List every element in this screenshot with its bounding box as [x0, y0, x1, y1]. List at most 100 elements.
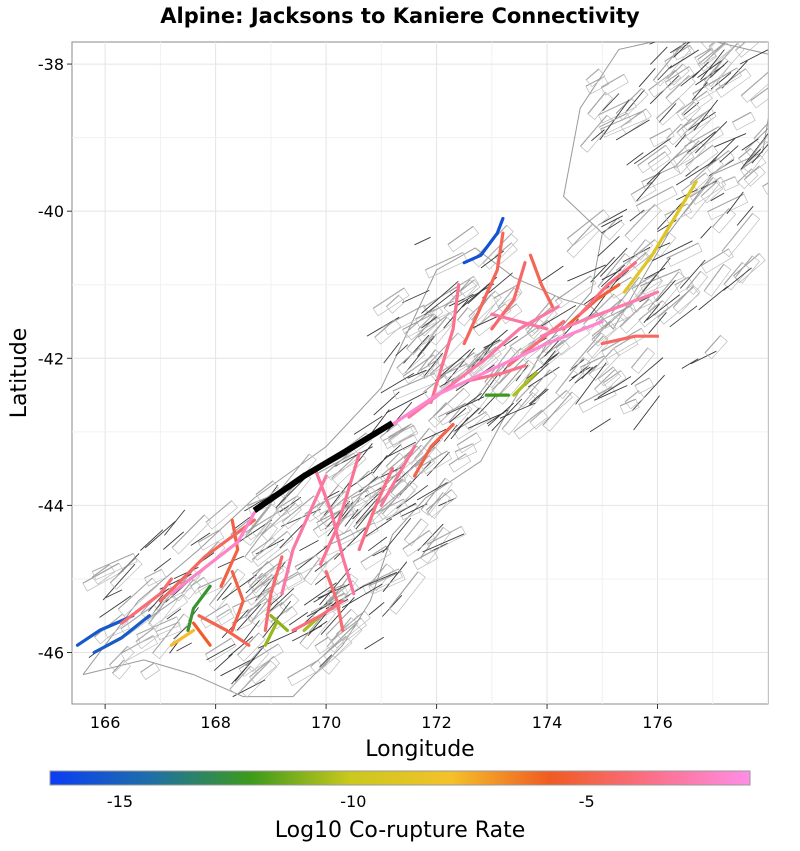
background-fault-trace — [602, 93, 620, 112]
background-fault-trace — [679, 259, 706, 289]
background-fault-dip-box — [733, 253, 766, 284]
background-fault-trace — [404, 334, 437, 374]
background-fault-dip-box — [190, 576, 210, 595]
background-fault-dip-box — [171, 514, 212, 555]
background-fault-trace — [382, 594, 403, 617]
background-fault-dip-box — [419, 526, 451, 564]
ruptured-section — [280, 474, 328, 596]
ruptured-section — [197, 614, 251, 647]
x-tick-label: 166 — [90, 713, 121, 732]
background-fault-dip-box — [240, 660, 278, 698]
background-fault-dip-box — [279, 593, 300, 613]
background-fault-dip-box — [740, 71, 768, 103]
background-fault-dip-box — [675, 90, 713, 121]
colorbar — [49, 770, 751, 786]
ruptured-section — [169, 628, 196, 647]
background-fault-trace — [726, 191, 744, 214]
background-fault-trace — [383, 342, 401, 364]
background-fault-dip-box — [299, 607, 336, 650]
background-fault-trace — [364, 636, 384, 650]
background-fault-dip-box — [647, 271, 687, 316]
background-fault-trace — [386, 391, 428, 414]
background-fault-dip-box — [443, 279, 478, 315]
background-fault-dip-box — [702, 57, 732, 92]
background-fault-dip-box — [465, 346, 502, 378]
background-fault-dip-box — [251, 530, 294, 567]
background-fault-dip-box — [382, 425, 419, 450]
background-fault-trace — [615, 269, 630, 283]
background-fault-dip-box — [361, 568, 403, 595]
background-fault-dip-box — [542, 391, 580, 432]
background-fault-trace — [594, 385, 628, 401]
background-fault-dip-box — [388, 571, 426, 615]
ruptured-section — [578, 261, 637, 316]
background-fault-dip-box — [247, 597, 273, 621]
background-fault-dip-box — [414, 432, 444, 466]
x-tick-label: 168 — [200, 713, 231, 732]
background-fault-trace — [353, 415, 383, 435]
background-fault-dip-box — [312, 484, 346, 522]
ruptured-section — [490, 261, 527, 331]
background-fault-trace — [422, 533, 465, 553]
background-fault-dip-box — [602, 217, 625, 241]
background-fault-dip-box — [425, 489, 458, 518]
ruptured-section — [191, 621, 212, 647]
background-fault-trace — [575, 362, 607, 405]
background-fault-trace — [669, 42, 687, 54]
background-fault-trace — [709, 60, 729, 79]
x-tick-label: 176 — [642, 713, 673, 732]
background-fault-dip-box — [321, 655, 341, 675]
background-fault-trace — [414, 236, 431, 246]
background-fault-trace — [325, 585, 366, 610]
ruptured-section — [562, 283, 621, 331]
background-fault-dip-box — [704, 334, 728, 360]
background-fault-dip-box — [453, 411, 492, 440]
background-fault-dip-box — [283, 572, 306, 591]
background-fault-dip-box — [737, 168, 759, 190]
background-fault-dip-box — [656, 97, 686, 126]
background-fault-trace — [439, 377, 456, 388]
ruptured-section — [263, 555, 284, 632]
background-fault-trace — [649, 46, 668, 65]
ruptured-section — [324, 570, 345, 632]
background-fault-dip-box — [493, 284, 523, 307]
background-fault-trace — [597, 235, 620, 257]
background-fault-dip-box — [216, 608, 235, 626]
background-fault-trace — [648, 312, 667, 334]
background-fault-trace — [173, 623, 190, 640]
background-fault-trace — [599, 247, 628, 277]
background-fault-dip-box — [303, 557, 328, 586]
background-fault-trace — [370, 444, 402, 472]
background-fault-dip-box — [600, 305, 635, 330]
background-fault-trace — [591, 129, 605, 142]
background-fault-trace — [615, 119, 650, 141]
background-fault-dip-box — [672, 285, 701, 315]
background-fault-trace — [687, 111, 716, 131]
background-fault-trace — [721, 60, 748, 89]
background-fault-dip-box — [249, 656, 281, 685]
background-fault-trace — [707, 137, 736, 166]
background-fault-trace — [448, 293, 474, 307]
background-fault-trace — [700, 49, 725, 81]
background-fault-dip-box — [398, 434, 419, 451]
background-fault-dip-box — [744, 128, 768, 158]
background-fault-trace — [105, 589, 123, 599]
y-tick-label: -44 — [38, 496, 64, 515]
background-fault-trace — [686, 131, 716, 154]
background-fault-dip-box — [595, 298, 629, 329]
background-fault-dip-box — [462, 407, 487, 431]
background-fault-trace — [449, 407, 467, 423]
background-fault-dip-box — [579, 355, 609, 376]
background-fault-dip-box — [275, 495, 303, 518]
background-fault-trace — [646, 294, 681, 321]
background-fault-trace — [692, 61, 709, 79]
background-fault-dip-box — [155, 622, 182, 641]
background-fault-trace — [421, 428, 447, 441]
background-fault-trace — [674, 134, 687, 148]
background-fault-dip-box — [591, 321, 617, 344]
background-fault-dip-box — [248, 572, 270, 594]
background-fault-trace — [571, 366, 591, 379]
ruptured-section — [219, 518, 240, 588]
background-fault-trace — [347, 471, 373, 490]
